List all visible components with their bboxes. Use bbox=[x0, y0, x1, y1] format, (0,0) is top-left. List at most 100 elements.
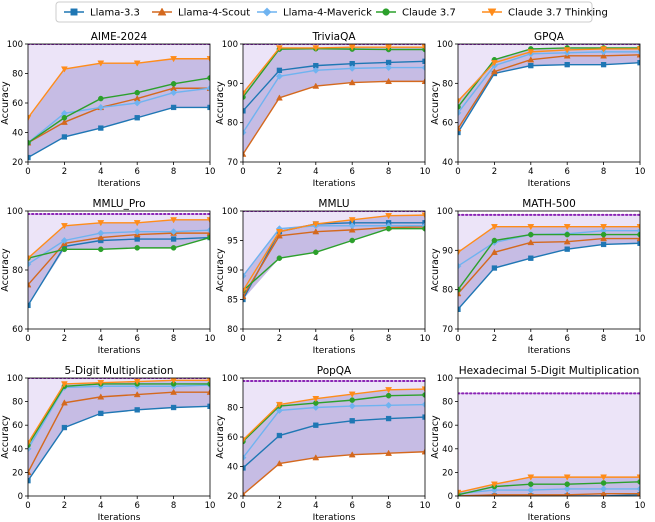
x-tick-label: 8 bbox=[386, 167, 391, 177]
x-tick-label: 8 bbox=[601, 167, 606, 177]
series-line bbox=[28, 106, 210, 159]
data-point bbox=[421, 212, 425, 219]
data-point bbox=[133, 391, 141, 398]
x-tick-label: 2 bbox=[277, 334, 282, 344]
data-point bbox=[563, 474, 571, 481]
model-spread-band bbox=[458, 226, 640, 310]
data-point bbox=[564, 62, 570, 68]
data-point bbox=[422, 414, 425, 420]
y-tick-label: 100 bbox=[222, 374, 238, 384]
y-tick-label: 20 bbox=[12, 158, 23, 168]
panel-aime-2024: AIME-2024 0 2 4 6 8 10 20 40 60 80 100 Iterations Acc… bbox=[0, 31, 215, 189]
data-point bbox=[60, 66, 68, 73]
data-point bbox=[490, 224, 498, 231]
series-line bbox=[458, 47, 640, 108]
data-point bbox=[28, 115, 32, 122]
x-tick-label: 10 bbox=[420, 501, 431, 511]
data-point bbox=[60, 118, 68, 125]
y-tick-label: 100 bbox=[437, 40, 453, 50]
panel-triviaqa: TriviaQA 0 2 4 6 8 10 70 80 90 100 Iterations Accura… bbox=[215, 31, 430, 189]
data-point bbox=[636, 490, 640, 496]
series-line bbox=[243, 225, 425, 277]
x-tick-label: 2 bbox=[62, 334, 67, 344]
x-tick-label: 4 bbox=[98, 167, 103, 177]
data-point bbox=[313, 422, 319, 428]
y-axis-label: Accuracy bbox=[215, 81, 226, 125]
series-line bbox=[243, 48, 425, 98]
x-tick-label: 6 bbox=[564, 167, 569, 177]
panel-title: 5-Digit Multiplication bbox=[65, 365, 174, 377]
data-point bbox=[600, 480, 607, 486]
x-axis-label: Iterations bbox=[313, 513, 356, 522]
y-axis-label: Accuracy bbox=[215, 415, 226, 459]
data-point bbox=[528, 481, 534, 487]
series-line bbox=[243, 214, 425, 292]
data-point bbox=[490, 60, 498, 67]
series-line bbox=[243, 66, 425, 133]
data-point bbox=[421, 448, 425, 455]
x-tick-label: 6 bbox=[349, 334, 354, 344]
y-tick-label: 60 bbox=[442, 119, 453, 129]
x-axis-label: Iterations bbox=[98, 346, 141, 356]
x-tick-label: 8 bbox=[386, 334, 391, 344]
y-tick-label: 40 bbox=[227, 463, 238, 473]
data-point bbox=[600, 490, 607, 496]
x-axis-label: Iterations bbox=[528, 346, 571, 356]
data-point bbox=[528, 255, 534, 261]
x-tick-label: 10 bbox=[635, 501, 646, 511]
data-point bbox=[243, 288, 247, 295]
series-llama-4-scout bbox=[243, 223, 425, 300]
data-point bbox=[385, 387, 393, 394]
series-line bbox=[243, 388, 425, 441]
series-llama-4-scout bbox=[458, 490, 640, 496]
data-point bbox=[527, 474, 535, 481]
data-point bbox=[600, 485, 608, 493]
x-tick-label: 0 bbox=[455, 501, 460, 511]
data-point bbox=[206, 378, 210, 384]
series-line bbox=[28, 77, 210, 144]
data-point bbox=[385, 44, 393, 51]
x-tick-label: 2 bbox=[277, 167, 282, 177]
x-axis-label: Iterations bbox=[313, 346, 356, 356]
series-line bbox=[28, 229, 210, 265]
data-point bbox=[458, 262, 462, 270]
x-tick-label: 6 bbox=[134, 167, 139, 177]
series-llama-4-maverick bbox=[28, 226, 210, 268]
data-point bbox=[60, 399, 68, 406]
data-point bbox=[275, 94, 283, 101]
data-point bbox=[134, 115, 140, 121]
y-tick-label: 100 bbox=[7, 374, 23, 384]
x-tick-label: 6 bbox=[134, 501, 139, 511]
data-point bbox=[636, 51, 640, 58]
data-point bbox=[275, 72, 283, 80]
series-line bbox=[28, 405, 210, 482]
data-point bbox=[349, 418, 355, 424]
x-tick-label: 4 bbox=[313, 167, 318, 177]
series-line bbox=[28, 87, 210, 144]
data-point bbox=[60, 223, 68, 230]
y-tick-label: 100 bbox=[437, 374, 453, 384]
legend-marker bbox=[382, 8, 390, 16]
data-point bbox=[421, 386, 425, 393]
x-tick-label: 2 bbox=[62, 167, 67, 177]
plot-area bbox=[243, 211, 425, 303]
legend-marker bbox=[70, 8, 78, 16]
x-tick-label: 4 bbox=[98, 334, 103, 344]
series-llama-4-maverick bbox=[243, 64, 425, 136]
y-tick-label: 80 bbox=[12, 70, 23, 80]
data-point bbox=[243, 491, 246, 496]
data-point bbox=[421, 44, 425, 51]
x-tick-label: 0 bbox=[25, 334, 30, 344]
data-point bbox=[528, 62, 534, 69]
data-point bbox=[276, 255, 283, 261]
data-point bbox=[206, 217, 210, 224]
data-point bbox=[28, 468, 32, 476]
data-point bbox=[133, 220, 141, 227]
data-point bbox=[636, 485, 640, 493]
data-point bbox=[134, 89, 140, 96]
y-tick-label: 100 bbox=[222, 40, 238, 50]
data-point bbox=[243, 150, 247, 157]
